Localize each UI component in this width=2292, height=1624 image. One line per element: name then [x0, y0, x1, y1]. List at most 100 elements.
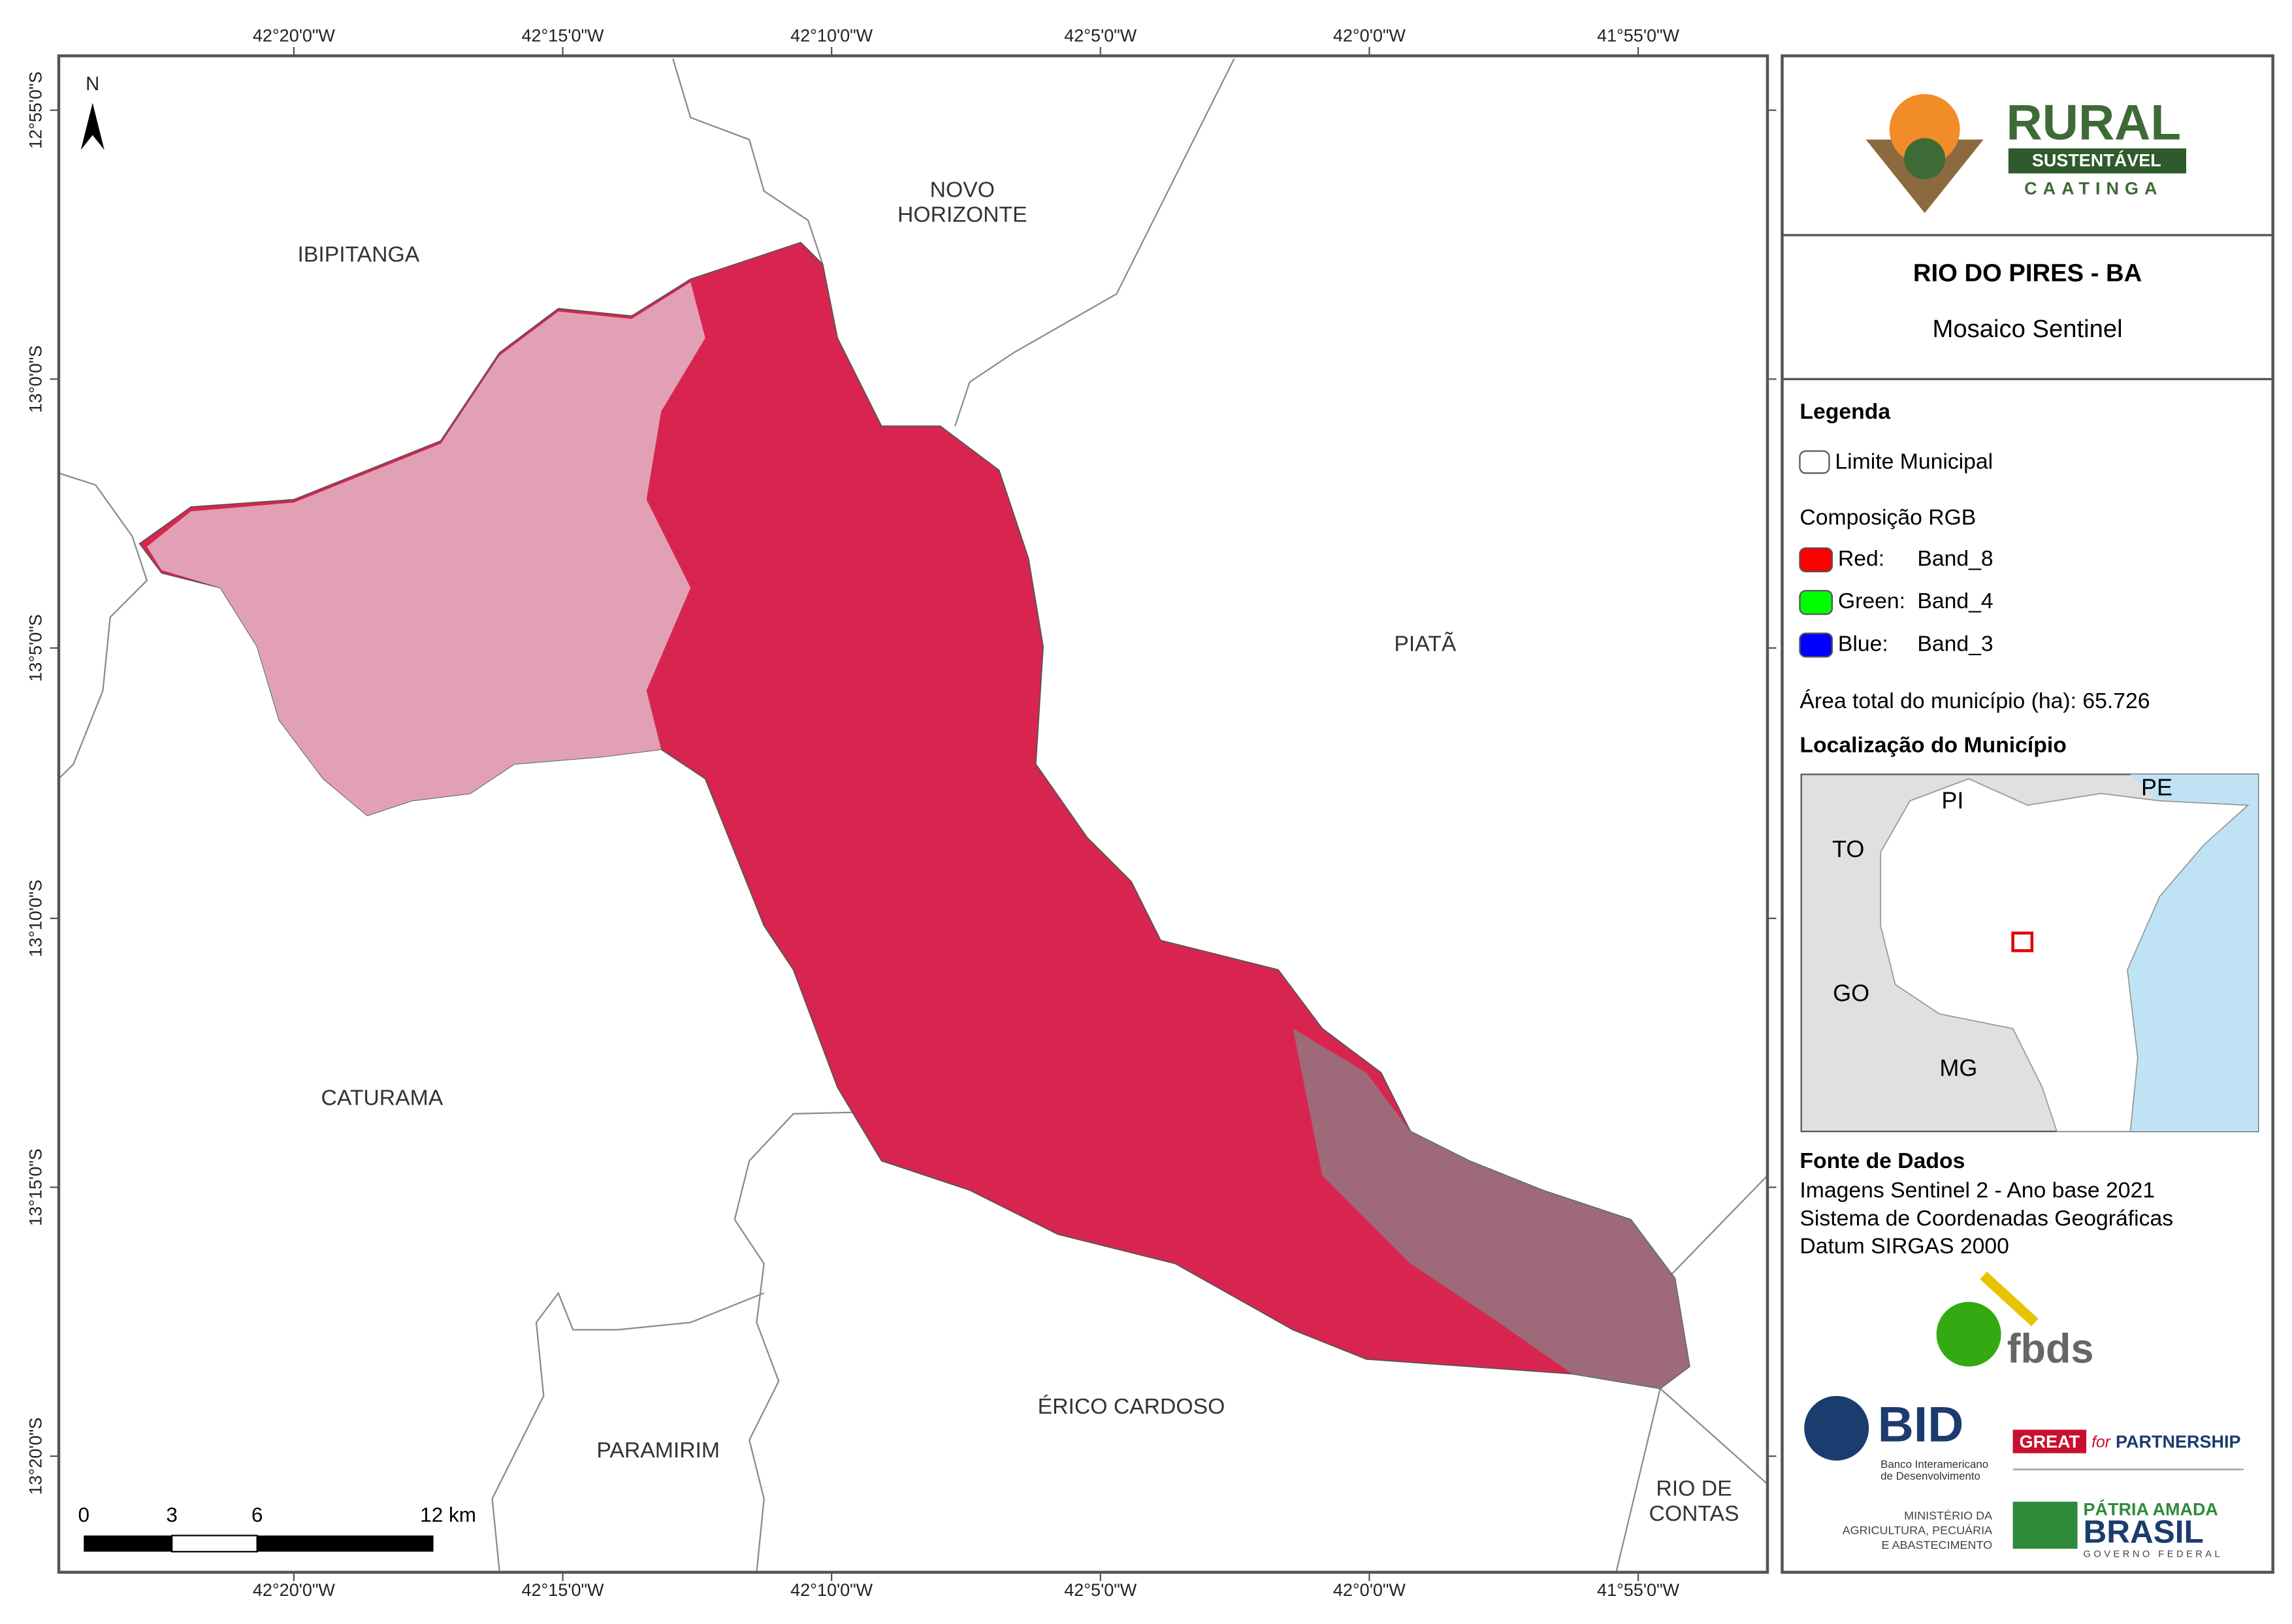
- legend-label: Band_3: [1917, 631, 1993, 656]
- bid-logo-subtext: Banco Interamericano: [1880, 1458, 1988, 1470]
- x-coordinate-label: 42°5'0"W: [1064, 1580, 1137, 1600]
- north-label: N: [86, 74, 99, 95]
- state-label: PI: [1941, 787, 1963, 814]
- mosaic-light-area: [146, 282, 705, 816]
- fbds-logo-text: fbds: [2007, 1326, 2094, 1372]
- boundary-line: [1615, 1388, 1661, 1573]
- x-coordinate-label: 42°20'0"W: [253, 25, 336, 45]
- legend-swatch: [1799, 450, 1830, 474]
- brasil-logo-icon: [2012, 1501, 2078, 1549]
- legend-title: Legenda: [1800, 399, 1890, 424]
- legend-swatch: [1799, 547, 1833, 573]
- great-logo-text: for: [2091, 1433, 2112, 1451]
- location-title: Localização do Município: [1800, 733, 2066, 758]
- bid-logo-subtext: de Desenvolvimento: [1880, 1470, 1980, 1482]
- y-coordinate-label: 13°0'0"S: [25, 346, 45, 414]
- neighbour-boundaries: [58, 58, 1768, 1573]
- legend-swatch: [1799, 632, 1833, 658]
- x-coordinate-label: 42°10'0"W: [790, 1580, 873, 1600]
- x-coordinate-label: 42°10'0"W: [790, 25, 873, 45]
- place-label: IBIPITANGA: [297, 242, 419, 267]
- map-frame: [57, 54, 1769, 1574]
- boundary-line: [954, 58, 1235, 427]
- fbds-logo-icon: [1980, 1271, 2039, 1327]
- legend-label: Limite Municipal: [1835, 449, 1993, 474]
- ministry-text: MINISTÉRIO DA: [1904, 1509, 1992, 1522]
- sources-title: Fonte de Dados: [1800, 1148, 1965, 1173]
- scale-segment: [84, 1535, 172, 1552]
- boundary-line: [672, 58, 824, 265]
- legend-label: Band_4: [1917, 589, 1993, 613]
- boundary-line: [1667, 1175, 1768, 1279]
- x-coordinate-label: 42°5'0"W: [1064, 25, 1137, 45]
- source-line: Imagens Sentinel 2 - Ano base 2021: [1800, 1178, 2155, 1203]
- area-text: Área total do município (ha): 65.726: [1800, 689, 2150, 713]
- y-coordinate-label: 13°20'0"S: [25, 1418, 45, 1495]
- legend-label: Blue:: [1838, 631, 1888, 656]
- place-label: RIO DE: [1656, 1476, 1732, 1501]
- great-logo-text: PARTNERSHIP: [2116, 1432, 2240, 1452]
- x-coordinate-label: 41°55'0"W: [1597, 1580, 1680, 1600]
- x-coordinate-label: 42°0'0"W: [1333, 25, 1406, 45]
- place-label: NOVO: [930, 177, 995, 202]
- panel-frame: [1781, 54, 2274, 1574]
- north-arrow: [80, 103, 105, 150]
- y-coordinate-label: 13°15'0"S: [25, 1148, 45, 1226]
- scale-label: 3: [166, 1503, 178, 1527]
- y-coordinate-label: 13°5'0"S: [25, 614, 45, 682]
- scale-segment: [171, 1535, 258, 1553]
- location-inset: [1800, 773, 2259, 1133]
- ministry-text: AGRICULTURA, PECUÁRIA: [1843, 1524, 1993, 1537]
- x-coordinate-label: 42°0'0"W: [1333, 1580, 1406, 1600]
- place-label: PIATÃ: [1394, 631, 1456, 656]
- x-coordinate-label: 42°15'0"W: [522, 1580, 605, 1600]
- brasil-logo-text: GOVERNO FEDERAL: [2084, 1550, 2223, 1560]
- boundary-line: [734, 1111, 852, 1572]
- state-label: MG: [1939, 1054, 1977, 1081]
- scale-segment: [257, 1535, 434, 1552]
- mosaic-vegetation-area: [1293, 1028, 1690, 1389]
- source-line: Datum SIRGAS 2000: [1800, 1234, 2009, 1259]
- scale-label: 12 km: [420, 1503, 476, 1527]
- state-label: GO: [1833, 979, 1869, 1006]
- scale-label: 0: [78, 1503, 89, 1527]
- place-label: CATURAMA: [321, 1085, 443, 1110]
- boundary-line: [491, 1291, 765, 1572]
- state-label: PE: [2141, 773, 2172, 800]
- source-line: Sistema de Coordenadas Geográficas: [1800, 1206, 2173, 1231]
- bid-logo-text: BID: [1878, 1397, 1964, 1453]
- place-label: CONTAS: [1649, 1501, 1739, 1526]
- y-coordinate-label: 13°10'0"S: [25, 880, 45, 958]
- logo-text: RURAL: [2007, 95, 2182, 151]
- great-logo-box: [2012, 1429, 2087, 1453]
- fbds-logo-icon: [1936, 1301, 2001, 1367]
- scale-label: 6: [251, 1503, 263, 1527]
- place-label: HORIZONTE: [897, 203, 1027, 227]
- panel-subtitle: Mosaico Sentinel: [1933, 315, 2123, 343]
- legend-label: Band_8: [1917, 546, 1993, 571]
- panel-title: RIO DO PIRES - BA: [1913, 259, 2142, 287]
- great-logo-text: GREAT: [2020, 1432, 2080, 1452]
- logo-text: SUSTENTÁVEL: [2032, 150, 2161, 171]
- state-label: TO: [1832, 836, 1864, 862]
- brasil-logo-text: BRASIL: [2084, 1514, 2204, 1550]
- x-coordinate-label: 42°20'0"W: [253, 1580, 336, 1600]
- y-coordinate-label: 12°55'0"S: [25, 71, 45, 149]
- legend-label: Composição RGB: [1800, 505, 1976, 530]
- boundary-line: [58, 472, 148, 779]
- place-label: ÉRICO CARDOSO: [1038, 1394, 1225, 1419]
- legend-swatch: [1799, 590, 1833, 615]
- brasil-logo-text: PÁTRIA AMADA: [2084, 1499, 2218, 1519]
- place-label: PARAMIRIM: [596, 1438, 720, 1463]
- boundary-line: [1660, 1388, 1768, 1485]
- bid-logo-icon: [1804, 1395, 1869, 1461]
- logo-text: CAATINGA: [2024, 178, 2163, 198]
- ministry-text: E ABASTECIMENTO: [1882, 1538, 1993, 1551]
- rural-logo-icon: [1865, 93, 2187, 214]
- x-coordinate-label: 41°55'0"W: [1597, 25, 1680, 45]
- legend-label: Green:: [1838, 589, 1905, 613]
- legend-label: Red:: [1838, 546, 1884, 571]
- x-coordinate-label: 42°15'0"W: [522, 25, 605, 45]
